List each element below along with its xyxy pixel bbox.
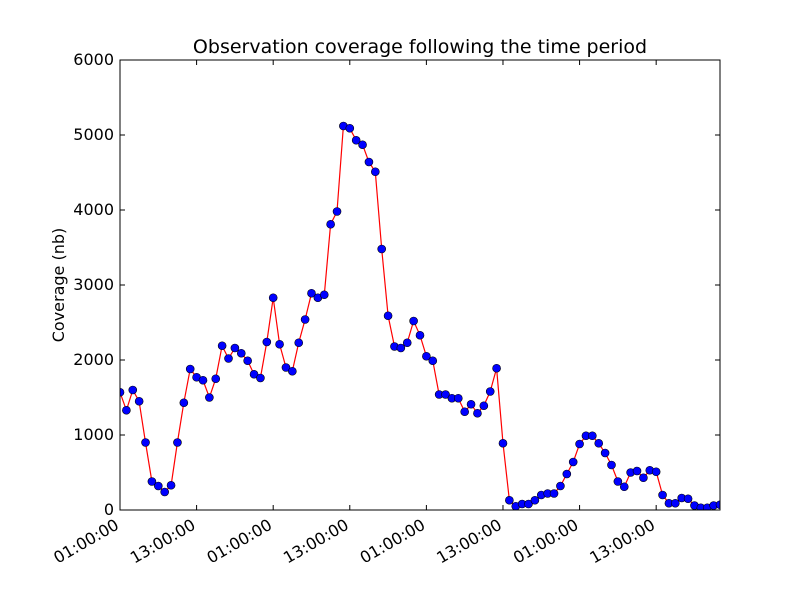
data-point	[249, 369, 259, 379]
data-point	[211, 374, 221, 384]
data-point	[173, 438, 182, 447]
data-point	[358, 140, 367, 150]
data-point	[619, 482, 629, 492]
data-point	[524, 499, 533, 509]
x-tick-label: 13:00:00	[586, 515, 658, 567]
plot-frame	[119, 59, 721, 511]
plot-area	[119, 121, 721, 510]
y-tick-label: 3000	[73, 275, 114, 294]
data-point	[396, 343, 406, 353]
y-tick-label: 5000	[73, 125, 114, 144]
data-point	[243, 356, 252, 366]
data-point	[122, 405, 131, 415]
data-point	[383, 311, 393, 321]
data-point	[562, 469, 572, 479]
data-point	[262, 337, 272, 347]
y-tick-label: 6000	[73, 50, 114, 69]
data-point	[568, 457, 578, 467]
data-point	[530, 495, 540, 505]
data-point	[460, 407, 469, 417]
data-point	[179, 398, 189, 408]
data-point	[160, 487, 169, 497]
y-tick-label: 0	[104, 500, 114, 519]
data-point	[639, 473, 648, 483]
data-point	[120, 387, 125, 397]
x-tick-label: 01:00:00	[50, 515, 122, 567]
x-tick-label: 13:00:00	[433, 515, 505, 567]
data-point	[300, 315, 310, 324]
data-point	[141, 438, 150, 447]
x-tick-label: 13:00:00	[127, 515, 199, 567]
data-point	[600, 448, 610, 458]
data-point	[128, 385, 138, 395]
series-line	[119, 125, 721, 509]
data-point	[715, 500, 720, 510]
data-point	[185, 364, 195, 374]
data-point	[205, 393, 214, 402]
chart-title: Observation coverage following the time …	[193, 36, 647, 58]
data-point	[505, 495, 514, 505]
data-point	[594, 438, 604, 448]
data-point	[294, 338, 304, 348]
data-point	[326, 219, 335, 229]
data-point	[556, 481, 565, 491]
data-point	[473, 408, 482, 418]
data-point	[275, 339, 284, 349]
data-point	[345, 123, 355, 133]
data-point	[479, 401, 489, 411]
data-point	[441, 390, 450, 399]
data-point	[230, 343, 240, 353]
series-markers	[120, 121, 720, 510]
data-point	[256, 373, 265, 383]
y-tick-label: 1000	[73, 425, 114, 444]
data-point	[351, 135, 361, 145]
data-point	[498, 438, 508, 448]
data-point	[166, 480, 176, 490]
data-point	[575, 439, 584, 449]
data-point	[147, 477, 157, 486]
data-point	[236, 348, 246, 358]
data-point	[683, 494, 693, 504]
data-point	[428, 356, 438, 366]
data-point	[268, 293, 278, 303]
data-point	[466, 399, 476, 409]
y-axis-label: Coverage (nb)	[49, 228, 68, 343]
x-tick-label: 01:00:00	[203, 515, 275, 567]
data-point	[632, 466, 642, 476]
data-point	[319, 290, 329, 300]
y-axis: 0 1000 2000 3000 4000 5000 6000	[73, 50, 720, 519]
y-tick-label: 2000	[73, 350, 114, 369]
data-point	[415, 330, 425, 340]
data-point	[422, 351, 431, 361]
data-point	[402, 338, 412, 348]
x-tick-label: 01:00:00	[357, 515, 429, 567]
data-point	[371, 167, 380, 177]
data-point	[134, 396, 144, 406]
data-point	[288, 366, 297, 376]
data-point	[588, 431, 597, 441]
data-point	[281, 363, 291, 372]
data-point	[153, 481, 163, 491]
data-point	[613, 477, 623, 486]
data-point	[607, 460, 616, 470]
data-point	[485, 387, 495, 396]
data-point	[377, 244, 387, 254]
data-point	[224, 354, 233, 363]
y-tick-label: 4000	[73, 200, 114, 219]
data-point	[307, 288, 316, 298]
data-point	[453, 393, 463, 403]
data-point	[332, 207, 342, 216]
data-point	[651, 467, 661, 477]
data-point	[658, 490, 667, 500]
data-point	[217, 341, 227, 351]
data-point	[671, 498, 680, 508]
data-point	[549, 489, 559, 498]
data-point	[409, 316, 418, 326]
data-point	[492, 363, 501, 373]
x-tick-label: 13:00:00	[280, 515, 352, 567]
data-point	[364, 157, 374, 167]
data-point	[198, 375, 208, 385]
x-tick-label: 01:00:00	[510, 515, 582, 567]
